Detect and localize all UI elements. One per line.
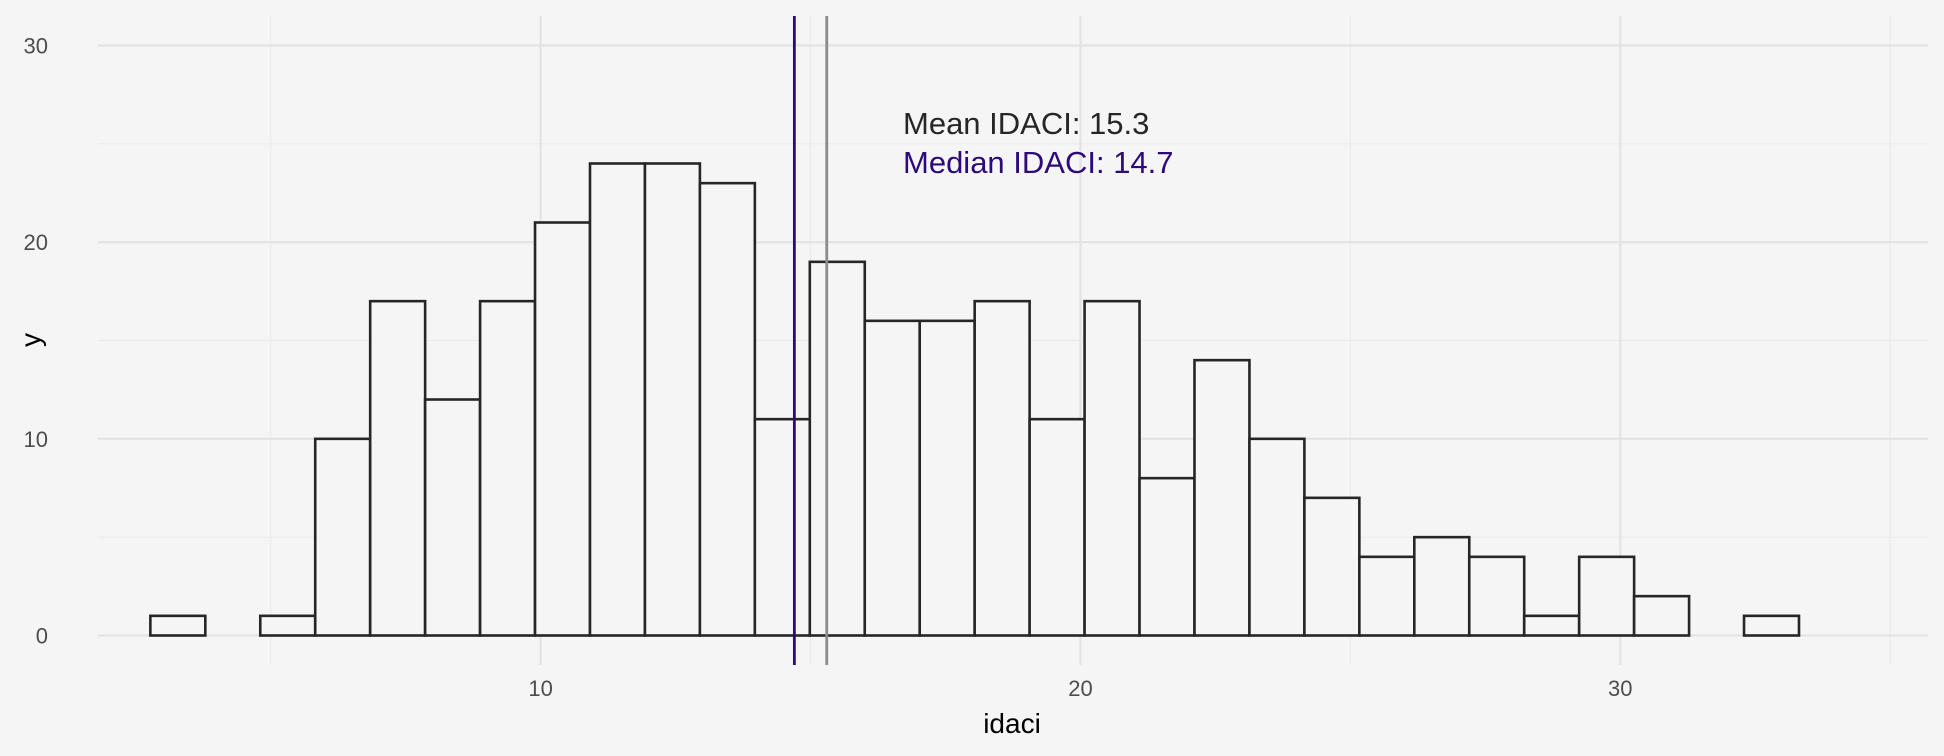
histogram-bar <box>1248 437 1306 637</box>
histogram-bar <box>368 299 427 637</box>
y-tick-label: 0 <box>36 624 48 649</box>
x-tick-label: 10 <box>528 676 552 701</box>
histogram-bar <box>258 614 317 637</box>
histogram-bar <box>1577 555 1636 637</box>
histogram-bars <box>149 162 1801 637</box>
histogram-bar <box>1358 555 1416 637</box>
histogram-bar <box>1632 594 1691 637</box>
histogram-bar <box>313 437 372 637</box>
y-tick-label: 10 <box>24 427 48 452</box>
histogram-bar <box>423 398 482 637</box>
histogram-bar <box>1083 299 1141 637</box>
y-axis-title: y <box>15 333 46 347</box>
histogram-bar <box>1467 555 1526 637</box>
histogram-bar <box>478 299 537 637</box>
histogram-bar <box>698 181 757 637</box>
histogram-bar <box>1193 358 1251 637</box>
histogram-bar <box>918 319 976 637</box>
histogram-bar <box>588 162 647 637</box>
histogram-bar <box>533 221 592 637</box>
y-tick-label: 20 <box>24 230 48 255</box>
histogram-bar <box>1303 496 1361 637</box>
histogram-bar <box>643 162 702 637</box>
histogram-bar <box>1413 535 1471 637</box>
histogram-bar <box>1138 476 1196 637</box>
x-axis-ticks: 10 20 30 <box>528 676 1632 701</box>
median-annotation: Median IDACI: 14.7 <box>903 145 1174 180</box>
histogram-bar <box>808 260 867 637</box>
histogram-bar <box>863 319 922 637</box>
histogram-bar <box>753 417 812 637</box>
y-tick-label: 30 <box>24 34 48 59</box>
histogram-bar <box>1742 614 1801 637</box>
reference-lines <box>792 16 829 665</box>
x-tick-label: 30 <box>1608 676 1632 701</box>
x-axis-title: idaci <box>983 708 1041 739</box>
mean-annotation: Mean IDACI: 15.3 <box>903 106 1149 141</box>
histogram-bar <box>1522 614 1581 637</box>
histogram-bar <box>973 299 1031 637</box>
x-tick-label: 20 <box>1068 676 1092 701</box>
histogram-bar <box>1028 417 1086 637</box>
y-axis-ticks: 0 10 20 30 <box>24 34 48 649</box>
histogram-bar <box>149 614 207 637</box>
